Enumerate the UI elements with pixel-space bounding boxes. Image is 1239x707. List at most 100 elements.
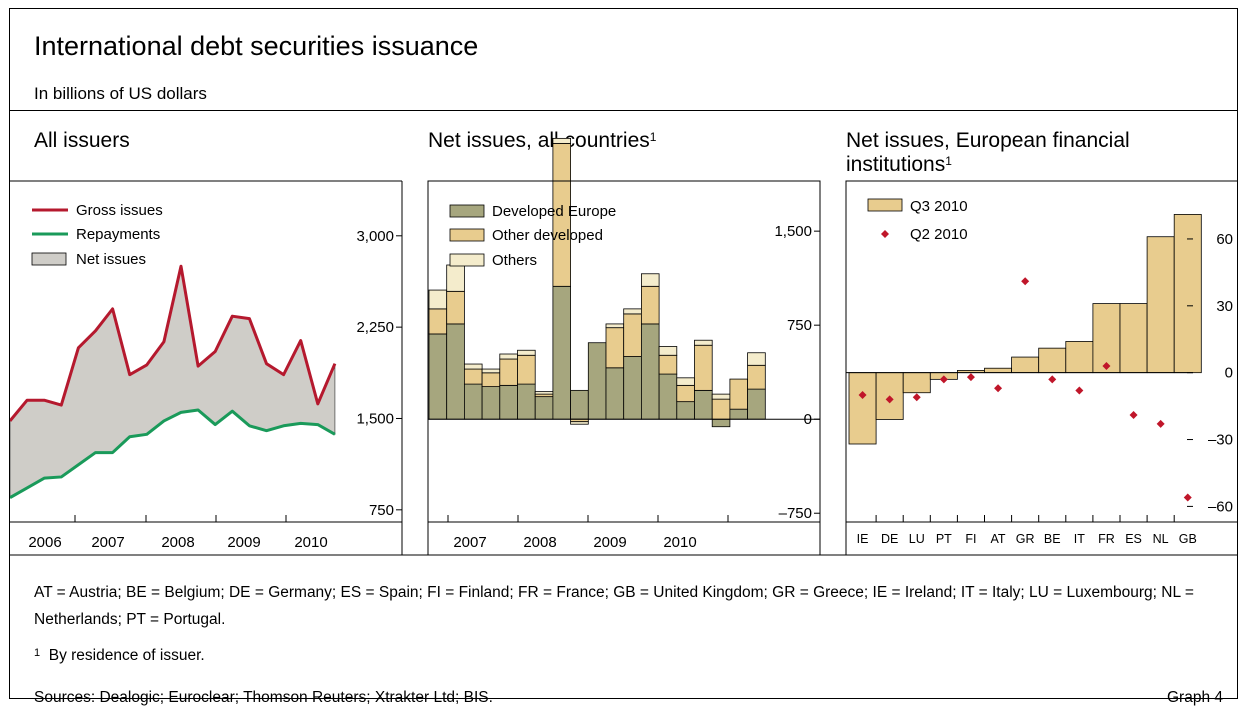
q2-marker (1075, 386, 1084, 395)
y-tick-label: 60 (1216, 231, 1233, 248)
legend-label: Gross issues (76, 202, 163, 219)
legend-label: Net issues (76, 251, 146, 268)
bar-segment (729, 408, 749, 420)
category-label: NL (1153, 532, 1169, 546)
bar-segment (676, 401, 695, 420)
y-tick-label: 1,500 (356, 410, 394, 427)
bar-segment (641, 285, 660, 325)
category-label: BE (1044, 532, 1061, 546)
bar-segment (676, 377, 695, 386)
legend-swatch (449, 228, 485, 242)
bar-segment (481, 386, 501, 420)
bar-segment (658, 373, 678, 420)
panel-3-frame (845, 180, 1237, 523)
q3-bar (1065, 341, 1094, 374)
bar-segment (481, 372, 501, 388)
x-tick-label: 2010 (294, 534, 327, 551)
figure-subtitle: In billions of US dollars (34, 84, 207, 103)
q2-marker (1021, 277, 1030, 286)
legend-label: Q3 2010 (910, 198, 968, 215)
graph-number: Graph 4 (1166, 689, 1223, 706)
bar-segment (658, 346, 678, 356)
y-tick-label: –60 (1208, 498, 1233, 515)
bar-segment (711, 398, 731, 420)
category-label: GR (1016, 532, 1035, 546)
q2-marker (1048, 375, 1057, 384)
y-tick-label: 750 (369, 502, 394, 519)
category-label: GB (1179, 532, 1197, 546)
bar-segment (641, 323, 660, 420)
q2-marker (1129, 411, 1138, 420)
q2-marker (939, 375, 948, 384)
bar-segment (446, 290, 465, 325)
y-tick-label: 3,000 (356, 228, 394, 245)
bar-segment (463, 363, 483, 370)
footer-sources: Sources: Dealogic; Euroclear; Thomson Re… (34, 689, 493, 706)
x-tick-label: 2006 (28, 534, 61, 551)
y-tick-label: 30 (1216, 298, 1233, 315)
bar-segment (552, 285, 572, 420)
bar-segment (729, 378, 749, 410)
y-tick-label: 1,500 (774, 223, 812, 240)
legend-swatch (449, 253, 485, 267)
bar-segment (517, 354, 536, 385)
x-tick-label: 2007 (91, 534, 124, 551)
legend-swatch (881, 230, 889, 238)
q2-marker (885, 395, 894, 404)
bar-segment (463, 368, 483, 385)
bar-segment (747, 352, 766, 366)
bar-segment (605, 327, 625, 369)
legend-swatch (31, 252, 67, 266)
y-tick-label: 0 (1225, 365, 1233, 382)
panel-3-title: Net issues, European financial instituti… (846, 129, 1130, 176)
y-tick-label: 750 (787, 317, 812, 334)
bar-segment (428, 289, 448, 310)
q3-bar (1092, 303, 1121, 374)
y-tick-label: –30 (1208, 432, 1233, 449)
bar-segment (676, 384, 695, 403)
gross-issues-line (10, 264, 337, 422)
bar-segment (534, 391, 554, 395)
bar-segment (711, 418, 731, 428)
footer-abbreviations: AT = Austria; BE = Belgium; DE = Germany… (34, 584, 1194, 628)
q2-marker (858, 390, 867, 399)
bar-segment (694, 389, 713, 420)
q3-bar (1146, 236, 1175, 374)
q3-bar (1011, 356, 1040, 374)
category-label: ES (1125, 532, 1142, 546)
bar-segment (446, 264, 465, 292)
category-label: PT (936, 532, 952, 546)
bar-segment (534, 396, 554, 420)
repayments-line (10, 408, 336, 499)
category-label: DE (881, 532, 898, 546)
category-label: IT (1074, 532, 1085, 546)
q3-bar (1038, 347, 1067, 374)
x-tick-label: 2007 (453, 534, 486, 551)
x-tick-label: 2009 (593, 534, 626, 551)
bar-segment (499, 358, 518, 386)
y-tick-label: 0 (804, 411, 812, 428)
q3-bar (902, 372, 931, 394)
bar-segment (463, 383, 483, 420)
bar-segment (570, 389, 589, 420)
bar-segment (570, 421, 589, 425)
bar-segment (517, 383, 536, 420)
bar-segment (623, 313, 642, 357)
bar-segment (499, 384, 518, 420)
q2-marker (912, 393, 921, 402)
x-tick-label: 2009 (227, 534, 260, 551)
legend-label: Q2 2010 (910, 226, 968, 243)
bar-segment (694, 339, 713, 346)
q3-bar (1173, 214, 1202, 374)
legend-label: Others (492, 252, 537, 269)
bar-segment (428, 308, 448, 335)
bar-segment (499, 353, 518, 360)
bar-segment (641, 273, 660, 287)
bar-segment (517, 349, 536, 356)
category-label: AT (991, 532, 1006, 546)
category-label: LU (909, 532, 925, 546)
bar-segment (446, 323, 465, 420)
bar-segment (605, 323, 625, 329)
q2-marker (994, 384, 1003, 393)
legend-swatch (867, 198, 903, 212)
